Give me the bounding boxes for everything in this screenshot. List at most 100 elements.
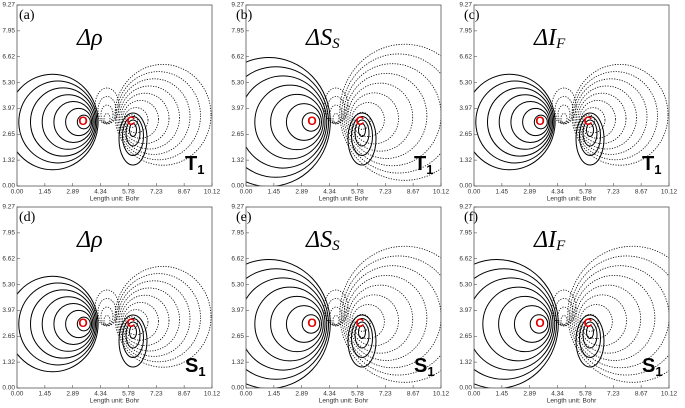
panel-label: (d)	[19, 210, 36, 225]
y-tick-label: 9.27	[459, 204, 472, 211]
x-tick-label: 1.45	[496, 189, 509, 196]
contour-solid	[118, 314, 148, 368]
contour-dotted	[577, 92, 627, 144]
y-tick-label: 7.95	[459, 230, 472, 237]
contour-dotted	[573, 274, 656, 361]
contour-dotted	[560, 113, 568, 123]
contour-solid	[246, 75, 328, 169]
x-tick-label: 0.00	[240, 189, 253, 196]
contour-dotted	[323, 87, 349, 125]
contour-dotted	[329, 104, 343, 124]
y-tick-label: 3.97	[231, 105, 244, 112]
contour-dotted	[120, 92, 170, 144]
contour-dotted	[347, 284, 414, 354]
atom-label: C	[356, 316, 365, 330]
x-tick-label: 5.78	[579, 189, 592, 196]
y-tick-label: 3.97	[231, 307, 244, 314]
contour-dotted	[114, 64, 212, 166]
contour-solid	[582, 321, 598, 349]
y-tick-label: 0.00	[231, 183, 244, 190]
contour-solid	[474, 277, 556, 371]
x-tick-label: 8.67	[407, 189, 420, 196]
contour-solid	[482, 286, 554, 362]
contour-solid	[347, 314, 377, 368]
contours	[246, 245, 441, 388]
atom-label: O	[78, 316, 87, 330]
contour-dotted	[575, 284, 642, 354]
contour-solid	[358, 123, 366, 137]
x-tick-label: 1.45	[39, 189, 52, 196]
plot-frame	[245, 206, 442, 389]
x-axis-label: Length unit: Bohr	[90, 398, 140, 405]
x-tick-label: 4.34	[94, 189, 107, 196]
contour-solid	[270, 93, 324, 151]
state-main: T	[414, 153, 426, 175]
x-tick-label: 1.45	[268, 391, 281, 398]
x-axis-label: Length unit: Bohr	[90, 196, 140, 203]
state-sub: 1	[427, 364, 434, 379]
x-tick-label: 5.78	[122, 189, 135, 196]
contour-dotted	[349, 92, 399, 145]
contour-solid	[533, 114, 548, 130]
y-tick-label: 2.65	[459, 131, 472, 138]
x-axis-label: Length unit: Bohr	[547, 196, 597, 203]
panel: 9.27 7.95 6.62 5.30 3.97 2.65 1.32 0.000.00 1.45…	[459, 2, 677, 203]
x-axis-label: Length unit: Bohr	[319, 398, 369, 405]
x-tick-label: 4.34	[551, 391, 564, 398]
contour-dotted	[100, 104, 114, 124]
x-tick-label: 7.23	[379, 189, 392, 196]
contour-solid	[122, 318, 144, 358]
contour-dotted	[576, 85, 637, 150]
x-tick-label: 5.78	[351, 189, 364, 196]
contours	[17, 265, 212, 373]
x-tick-label: 0.00	[11, 189, 24, 196]
y-tick-label: 3.97	[2, 307, 15, 314]
panel: 9.27 7.95 6.62 5.30 3.97 2.65 1.32 0.000.00 1.45…	[2, 2, 220, 203]
y-tick-label: 2.65	[231, 333, 244, 340]
contour-solid	[301, 112, 321, 132]
contour-dotted	[323, 289, 349, 327]
y-tick-label: 9.27	[231, 204, 244, 211]
y-tick-label: 5.30	[2, 281, 15, 288]
x-tick-label: 8.67	[635, 189, 648, 196]
plot-frame	[16, 206, 213, 389]
y-tick-label: 6.62	[231, 53, 244, 60]
contour-solid	[474, 73, 556, 171]
y-tick-label: 7.95	[231, 28, 244, 35]
panel-title: ΔIF	[533, 227, 566, 255]
atom-label: C	[356, 114, 365, 128]
contour-dotted	[122, 100, 159, 139]
contour-solid	[246, 277, 328, 371]
contour-solid	[18, 80, 98, 164]
contour-dotted	[351, 304, 385, 339]
panel-title: Δρ	[76, 25, 103, 51]
contour-dotted	[554, 298, 574, 326]
contour-dotted	[119, 85, 180, 150]
panel: 9.27 7.95 6.62 5.30 3.97 2.65 1.32 0.000.00 1.45…	[231, 204, 450, 405]
contour-solid	[129, 123, 137, 137]
x-tick-label: 4.34	[551, 189, 564, 196]
contour-solid	[246, 268, 330, 380]
x-tick-label: 1.45	[39, 391, 52, 398]
contour-dotted	[573, 71, 658, 161]
y-tick-label: 5.30	[459, 79, 472, 86]
y-tick-label: 0.00	[2, 385, 15, 392]
contour-solid	[30, 289, 96, 359]
contour-dotted	[353, 313, 371, 332]
contours	[474, 245, 669, 388]
contour-solid	[18, 282, 98, 366]
contour-solid	[487, 87, 553, 157]
contour-solid	[270, 295, 324, 353]
contour-solid	[579, 318, 601, 358]
title-main: ΔI	[533, 227, 557, 253]
contour-dotted	[347, 82, 414, 152]
atom-label: C	[127, 316, 136, 330]
y-tick-label: 7.95	[459, 28, 472, 35]
contour-dotted	[353, 111, 371, 130]
contour-dotted	[117, 78, 191, 155]
state-main: T	[642, 153, 654, 175]
x-axis-label: Length unit: Bohr	[547, 398, 597, 405]
x-tick-label: 4.34	[94, 391, 107, 398]
x-tick-label: 10.12	[433, 391, 450, 398]
panel-label: (b)	[236, 8, 253, 23]
